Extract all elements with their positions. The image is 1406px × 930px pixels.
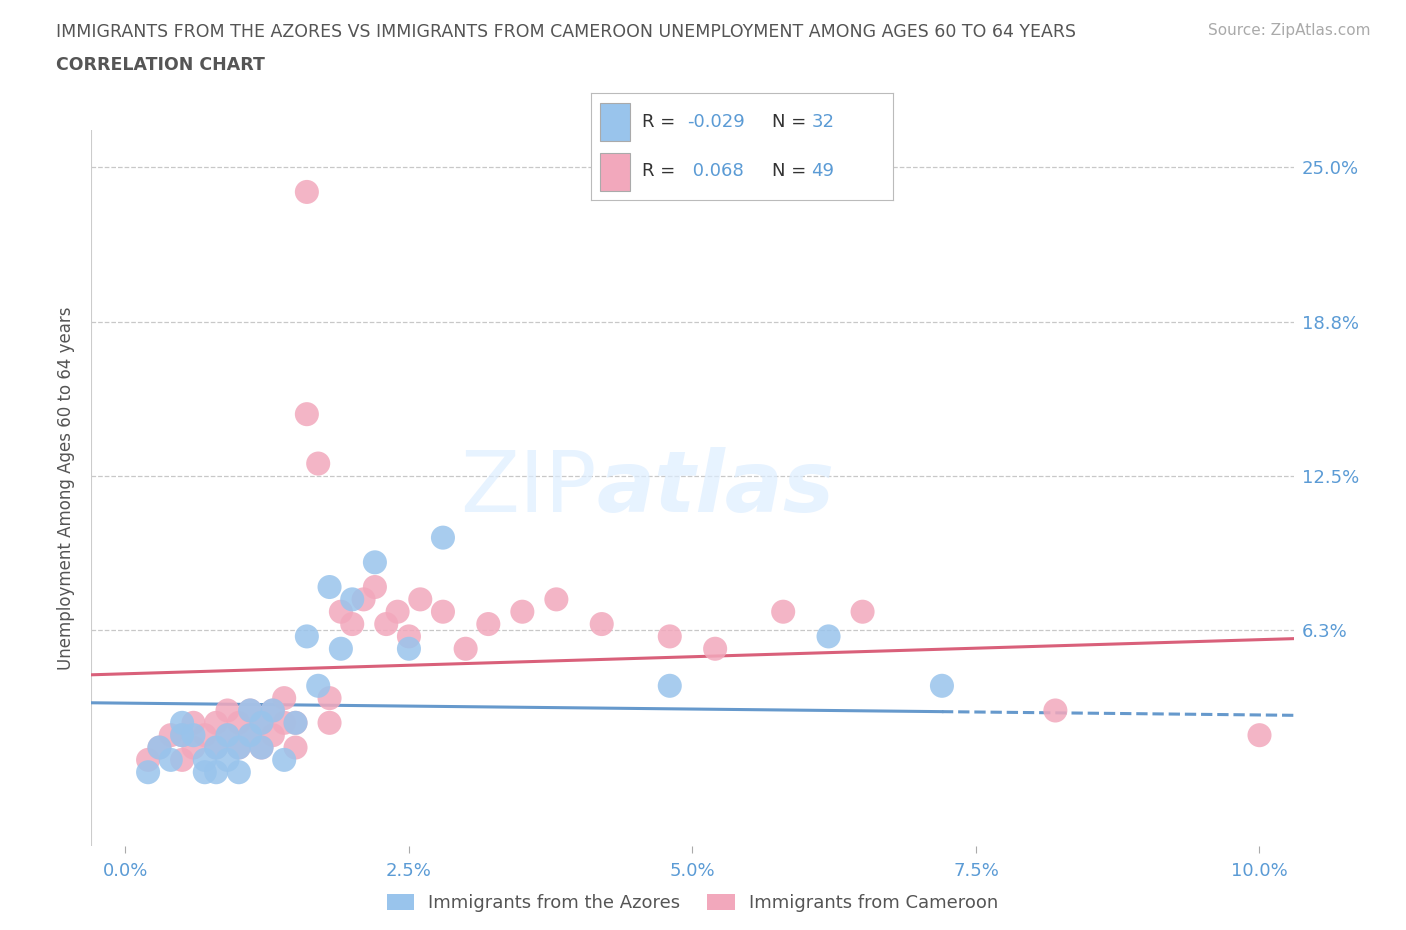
Y-axis label: Unemployment Among Ages 60 to 64 years: Unemployment Among Ages 60 to 64 years: [58, 307, 76, 670]
Point: [591, 617, 613, 631]
Point: [329, 642, 352, 657]
Point: [205, 740, 228, 755]
Point: [148, 740, 170, 755]
Point: [432, 530, 454, 545]
Point: [194, 764, 217, 779]
Point: [205, 740, 228, 755]
Text: 32: 32: [811, 113, 834, 131]
Text: R =: R =: [643, 162, 681, 180]
Point: [851, 604, 873, 619]
Point: [228, 764, 250, 779]
Point: [136, 752, 159, 767]
Point: [364, 555, 387, 570]
Point: [262, 703, 284, 718]
Point: [228, 715, 250, 730]
Point: [704, 642, 727, 657]
Text: 49: 49: [811, 162, 834, 180]
Point: [250, 715, 273, 730]
Point: [136, 764, 159, 779]
Point: [205, 764, 228, 779]
Point: [772, 604, 794, 619]
Point: [183, 728, 205, 743]
Point: [364, 579, 387, 594]
Text: -0.029: -0.029: [688, 113, 745, 131]
Point: [148, 740, 170, 755]
Point: [817, 629, 839, 644]
Point: [658, 629, 681, 644]
Point: [318, 691, 340, 706]
Point: [307, 456, 329, 471]
Point: [295, 184, 318, 199]
Point: [284, 740, 307, 755]
Text: IMMIGRANTS FROM THE AZORES VS IMMIGRANTS FROM CAMEROON UNEMPLOYMENT AMONG AGES 6: IMMIGRANTS FROM THE AZORES VS IMMIGRANTS…: [56, 23, 1076, 41]
Point: [398, 642, 420, 657]
Point: [217, 728, 239, 743]
Point: [183, 740, 205, 755]
Point: [1249, 728, 1271, 743]
Point: [398, 629, 420, 644]
Point: [159, 752, 181, 767]
Text: ZIP: ZIP: [460, 446, 596, 530]
Point: [239, 703, 262, 718]
Text: Source: ZipAtlas.com: Source: ZipAtlas.com: [1208, 23, 1371, 38]
Point: [454, 642, 477, 657]
Point: [183, 715, 205, 730]
Point: [409, 591, 432, 606]
Point: [546, 591, 568, 606]
Point: [307, 678, 329, 693]
Point: [172, 715, 194, 730]
Bar: [599, 102, 630, 141]
Point: [329, 604, 352, 619]
Point: [273, 752, 295, 767]
Point: [512, 604, 534, 619]
Point: [217, 728, 239, 743]
Point: [194, 752, 217, 767]
Text: 0.068: 0.068: [688, 162, 744, 180]
Point: [295, 629, 318, 644]
Point: [239, 728, 262, 743]
Bar: [599, 153, 630, 192]
Point: [387, 604, 409, 619]
Point: [239, 703, 262, 718]
Point: [228, 740, 250, 755]
Point: [172, 728, 194, 743]
Legend: Immigrants from the Azores, Immigrants from Cameroon: Immigrants from the Azores, Immigrants f…: [380, 887, 1005, 920]
Point: [342, 617, 364, 631]
Point: [217, 703, 239, 718]
Text: #E0EEFF: #E0EEFF: [692, 487, 699, 488]
Point: [284, 715, 307, 730]
Text: CORRELATION CHART: CORRELATION CHART: [56, 56, 266, 73]
Point: [931, 678, 953, 693]
Point: [318, 579, 340, 594]
Point: [194, 728, 217, 743]
Point: [477, 617, 499, 631]
Point: [239, 728, 262, 743]
Point: [262, 703, 284, 718]
Text: N =: N =: [772, 113, 811, 131]
Text: R =: R =: [643, 113, 681, 131]
Point: [273, 715, 295, 730]
Point: [172, 752, 194, 767]
Point: [342, 591, 364, 606]
Point: [250, 740, 273, 755]
Point: [250, 740, 273, 755]
Point: [375, 617, 398, 631]
Point: [262, 728, 284, 743]
Point: [205, 715, 228, 730]
Point: [217, 752, 239, 767]
Text: atlas: atlas: [596, 446, 834, 530]
Point: [432, 604, 454, 619]
Point: [284, 715, 307, 730]
Point: [228, 740, 250, 755]
Point: [1045, 703, 1067, 718]
Point: [318, 715, 340, 730]
Point: [273, 691, 295, 706]
Point: [172, 728, 194, 743]
Point: [159, 728, 181, 743]
Point: [295, 406, 318, 421]
Text: N =: N =: [772, 162, 811, 180]
Point: [658, 678, 681, 693]
Point: [353, 591, 375, 606]
Point: [250, 715, 273, 730]
